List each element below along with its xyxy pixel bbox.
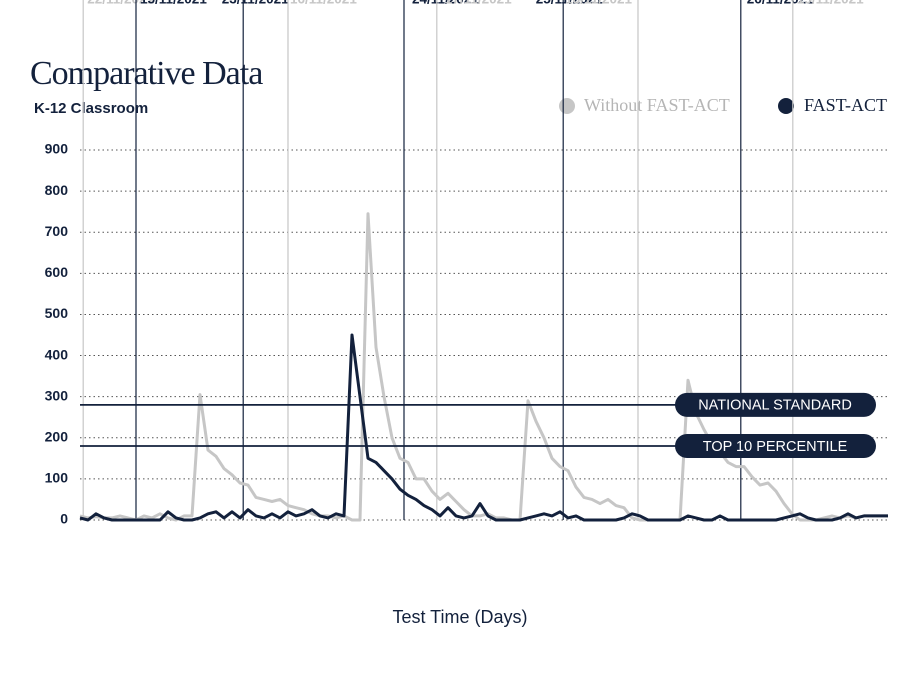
y-tick-label: 700	[45, 223, 69, 239]
y-tick-label: 0	[60, 511, 68, 527]
x-axis-label: Test Time (Days)	[392, 607, 527, 627]
legend-marker	[778, 98, 794, 114]
reference-pill	[675, 392, 876, 417]
annotation-label: 25/11/2021	[536, 0, 603, 7]
annotation-label: 26/11/2021	[747, 0, 814, 7]
annotation-label: 22/11/2021	[87, 0, 154, 7]
legend-label: FAST-ACT	[804, 95, 887, 115]
annotation-label: 15/11/2021	[140, 0, 207, 7]
y-tick-label: 500	[45, 305, 69, 321]
y-tick-label: 600	[45, 264, 69, 280]
series-line	[79, 333, 888, 522]
legend-label: Without FAST-ACT	[584, 95, 730, 115]
annotation-label: 17/11/2021	[445, 0, 512, 7]
chart-subtitle: K-12 Classroom	[34, 100, 148, 117]
annotation-label: 23/11/2021	[222, 0, 289, 7]
reference-label: NATIONAL STANDARD	[698, 398, 852, 414]
y-tick-label: 400	[45, 346, 69, 362]
annotation-label: 19/11/2021	[797, 0, 864, 7]
reference-label: TOP 10 PERCENTILE	[703, 439, 848, 455]
reference-pill	[675, 434, 876, 458]
legend: Without FAST-ACT FAST-ACT	[559, 95, 887, 115]
y-tick-label: 200	[45, 428, 69, 444]
chart-title: Comparative Data	[30, 55, 263, 92]
annotation-label: 16/11/2021	[290, 0, 357, 7]
y-tick-label: 900	[45, 141, 69, 157]
legend-marker	[559, 98, 575, 114]
y-tick-label: 300	[45, 387, 69, 403]
y-tick-label: 100	[45, 470, 69, 486]
series-line	[79, 212, 888, 522]
y-tick-label: 800	[45, 182, 69, 198]
annotation-label: 24/11/2021	[412, 0, 479, 7]
annotation-label: 18/11/2021	[565, 0, 632, 7]
